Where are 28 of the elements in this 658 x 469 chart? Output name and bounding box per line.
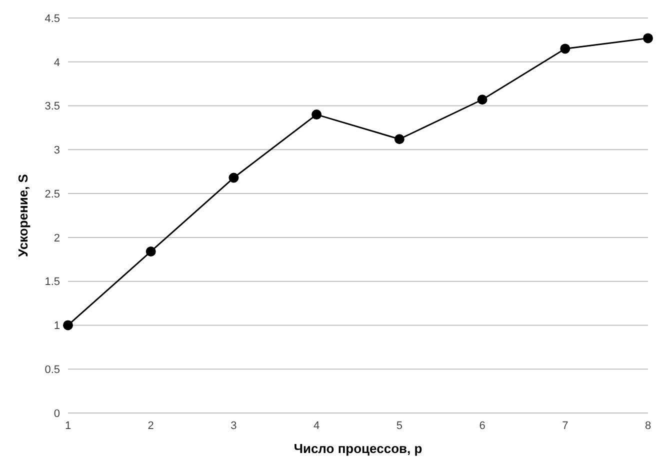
x-tick-label: 6 <box>479 420 486 432</box>
point <box>643 33 653 44</box>
y-tick-label: 2.5 <box>44 188 60 200</box>
point <box>560 44 570 54</box>
x-tick-label: 4 <box>314 420 320 432</box>
x-tick-label: 2 <box>148 420 154 432</box>
y-tick-label: 4.5 <box>44 12 60 25</box>
point <box>146 246 156 256</box>
point <box>477 94 488 105</box>
y-tick-label: 1 <box>54 320 60 332</box>
y-tick-label: 3 <box>54 144 60 157</box>
x-tick-label: 7 <box>562 420 568 432</box>
y-tick-label: 0.5 <box>44 364 60 376</box>
x-tick-label: 3 <box>230 420 237 432</box>
point <box>312 110 322 120</box>
point <box>394 134 404 144</box>
point <box>63 320 73 330</box>
x-tick-label: 1 <box>64 420 72 432</box>
y-axis-title: Ускорение, S <box>16 174 31 257</box>
x-tick-label: 8 <box>644 420 652 432</box>
y-tick-label: 4 <box>54 56 60 69</box>
x-axis-title: Число процессов, p <box>294 441 422 456</box>
y-tick-label: 1.5 <box>44 276 60 288</box>
x-tick-label: 5 <box>396 420 402 432</box>
point <box>228 172 239 183</box>
y-tick-label: 2 <box>54 232 60 244</box>
y-tick-label: 3.5 <box>44 100 60 113</box>
y-tick-label: 0 <box>54 408 60 420</box>
